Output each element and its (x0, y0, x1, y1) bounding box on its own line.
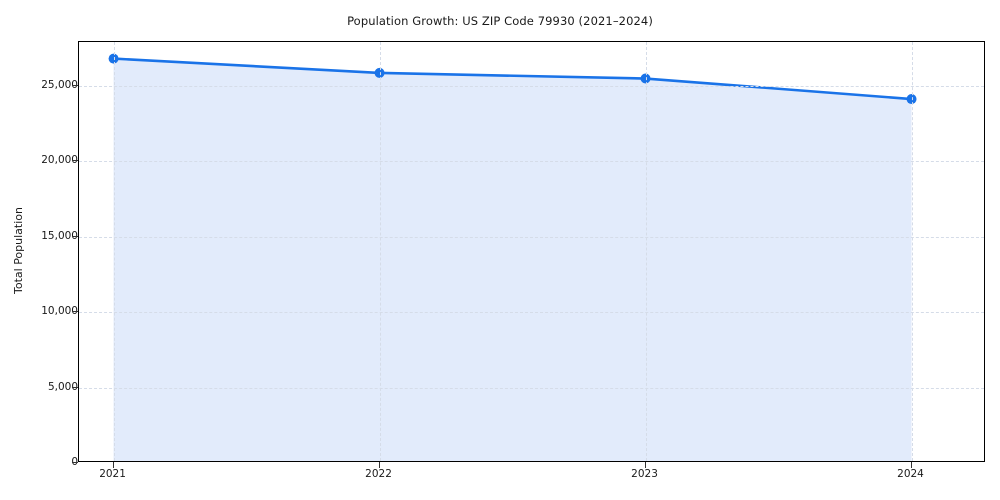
y-tick-label: 25,000 (41, 78, 78, 91)
x-tick-label: 2021 (99, 468, 126, 480)
y-tick-mark (72, 160, 78, 162)
plot-area (78, 41, 985, 462)
y-tick-mark (72, 84, 78, 86)
gridline-horizontal (79, 387, 984, 389)
gridline-vertical (911, 42, 913, 461)
x-tick-label: 2022 (365, 468, 392, 480)
y-tick-label: 10,000 (41, 305, 78, 318)
y-tick-mark (72, 235, 78, 237)
y-tick-mark (72, 386, 78, 388)
gridline-horizontal (79, 312, 984, 314)
y-tick-label: 15,000 (41, 229, 78, 242)
y-tick-label: 5,000 (47, 380, 78, 393)
y-axis-tick-labels: 0 5,000 10,000 15,000 20,000 25,000 (0, 0, 78, 500)
y-tick-mark (72, 311, 78, 313)
series-area-fill (113, 58, 912, 461)
gridline-vertical (113, 42, 115, 461)
y-tick-label: 0 (71, 456, 78, 468)
y-tick-mark (72, 462, 78, 463)
gridline-horizontal (79, 236, 984, 238)
x-tick-mark (644, 462, 646, 468)
x-tick-label: 2024 (897, 468, 924, 480)
series-line-population (108, 53, 917, 461)
gridline-vertical (379, 42, 381, 461)
y-tick-label: 20,000 (41, 154, 78, 167)
gridline-horizontal (79, 161, 984, 163)
gridline-vertical (645, 42, 647, 461)
series-line-path (112, 57, 913, 101)
chart-title: Population Growth: US ZIP Code 79930 (20… (347, 14, 653, 28)
x-tick-mark (910, 462, 912, 468)
x-tick-mark (112, 462, 114, 468)
gridline-horizontal (79, 85, 984, 87)
x-tick-mark (378, 462, 380, 468)
x-tick-label: 2023 (631, 468, 658, 480)
